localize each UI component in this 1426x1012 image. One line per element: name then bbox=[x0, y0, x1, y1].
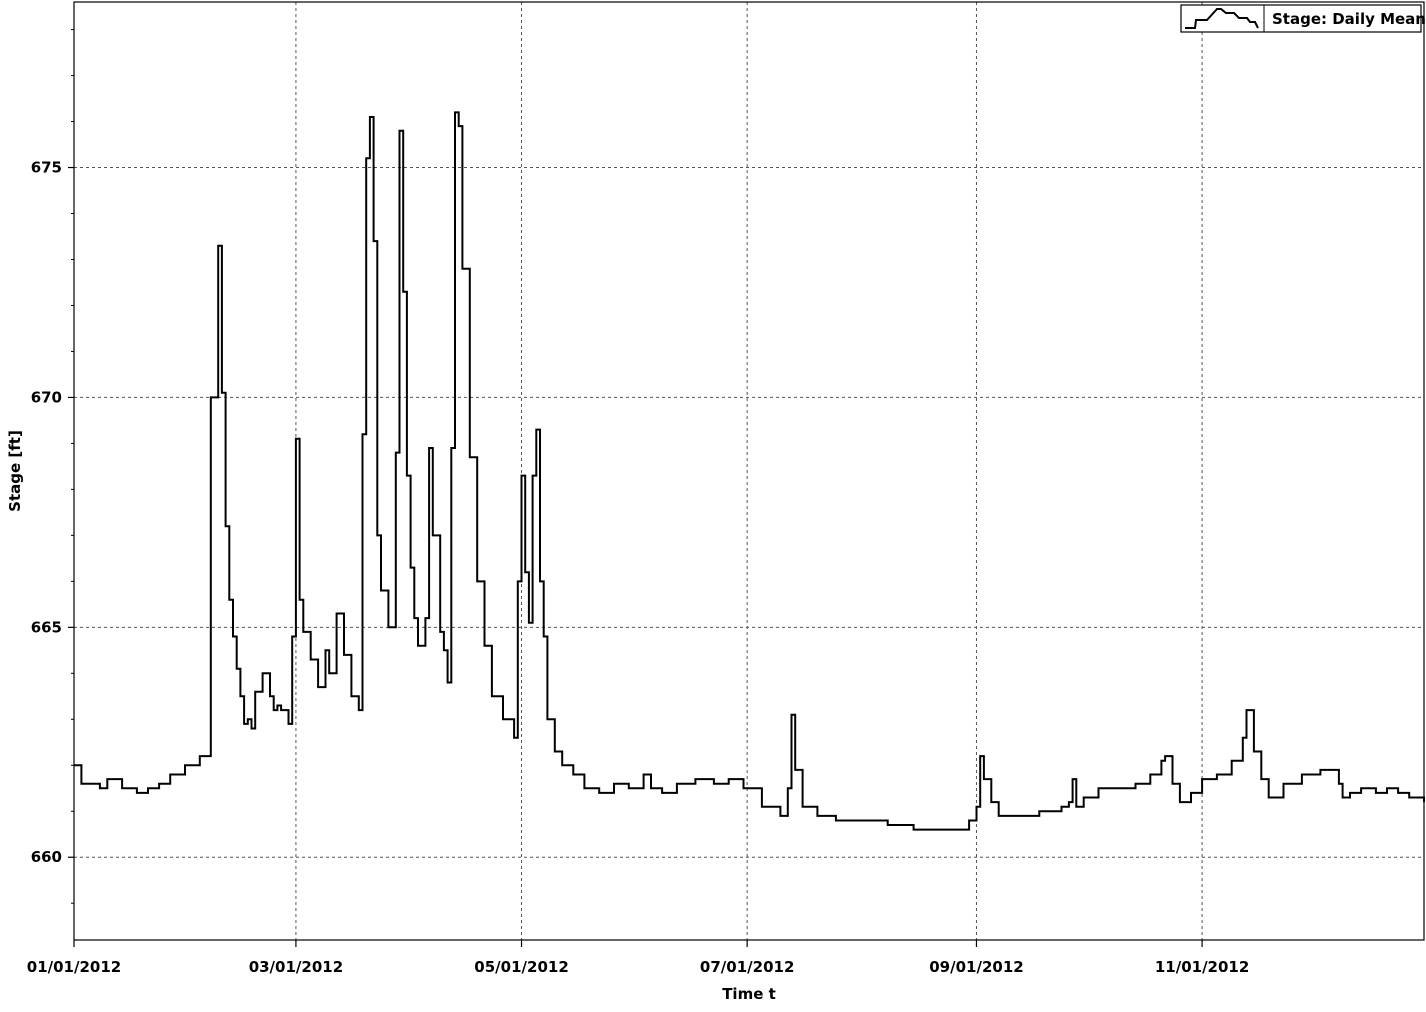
legend-swatch bbox=[1185, 8, 1259, 29]
x-tick-label: 03/01/2012 bbox=[249, 958, 343, 976]
legend-label: Stage: Daily Mean bbox=[1272, 10, 1426, 28]
legend: Stage: Daily Mean bbox=[1180, 4, 1426, 33]
x-tick-label: 05/01/2012 bbox=[474, 958, 568, 976]
x-tick-label: 07/01/2012 bbox=[700, 958, 794, 976]
x-axis-title: Time t bbox=[722, 985, 776, 1003]
plot-frame bbox=[73, 1, 1425, 941]
series-line-stage-daily-mean bbox=[74, 111, 1425, 831]
x-tick-label: 11/01/2012 bbox=[1155, 958, 1249, 976]
y-tick-label: 675 bbox=[31, 159, 62, 177]
plot-background bbox=[74, 2, 1424, 940]
series-layer bbox=[74, 111, 1425, 831]
y-axis-title: Stage [ft] bbox=[6, 430, 24, 512]
ticks-layer: 01/01/2012 03/01/2012 05/01/2012 07/01/2012… bbox=[27, 29, 1249, 976]
grid-layer bbox=[74, 2, 1424, 940]
y-tick-label: 660 bbox=[31, 848, 62, 866]
x-tick-label: 09/01/2012 bbox=[929, 958, 1023, 976]
y-tick-label: 670 bbox=[31, 388, 62, 406]
x-tick-label: 01/01/2012 bbox=[27, 958, 121, 976]
y-tick-label: 665 bbox=[31, 618, 62, 636]
